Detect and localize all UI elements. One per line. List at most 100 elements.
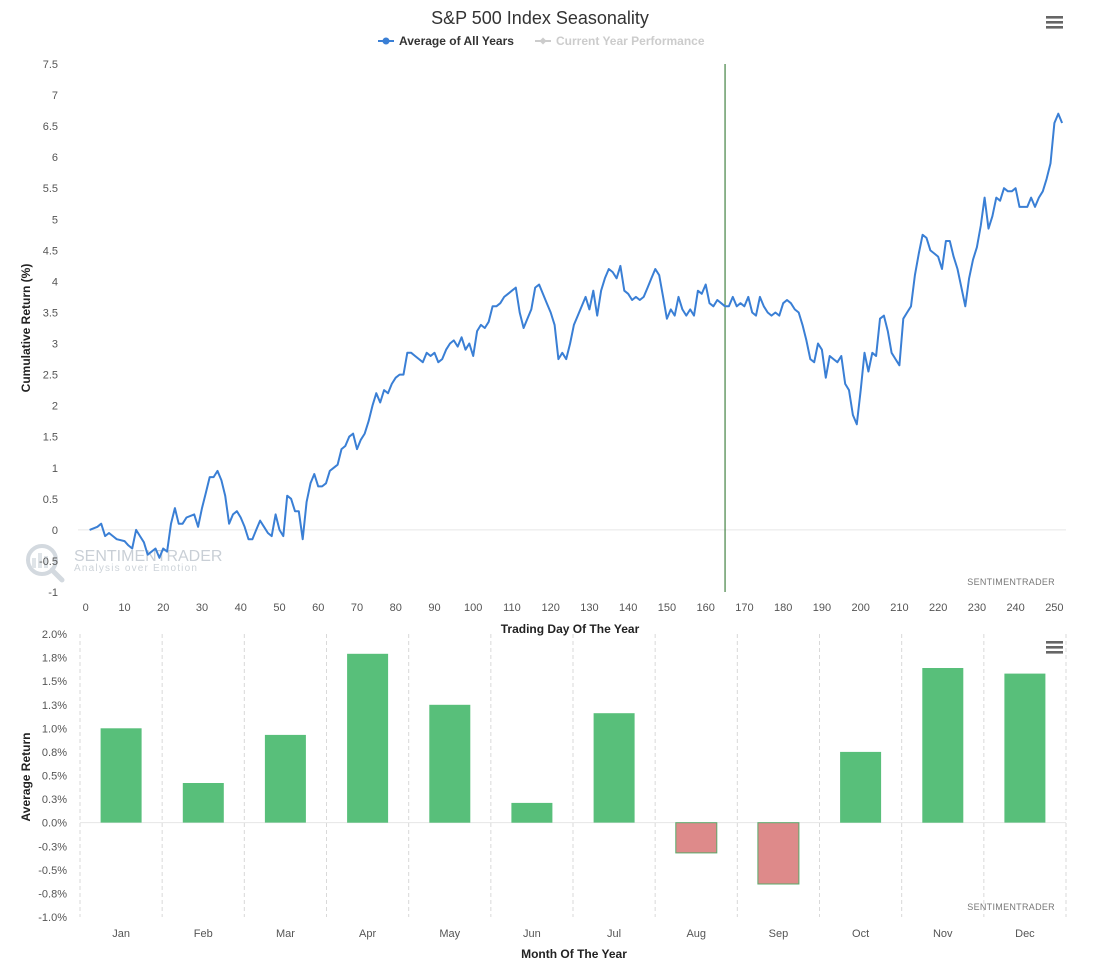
bar-jun[interactable] bbox=[511, 802, 553, 823]
y-tick-label: 1.0% bbox=[42, 723, 67, 735]
bar-aug[interactable] bbox=[675, 822, 718, 854]
y-tick-label: 1.3% bbox=[42, 700, 67, 712]
bar-oct[interactable] bbox=[840, 751, 882, 823]
legend-item-average[interactable]: Average of All Years bbox=[378, 34, 514, 48]
y-tick-label: 3 bbox=[52, 339, 58, 351]
y-tick-label: 1 bbox=[52, 463, 58, 475]
bottom-y-axis-title: Average Return bbox=[19, 733, 33, 822]
top-x-axis-title: Trading Day Of The Year bbox=[501, 622, 640, 636]
bar-dec[interactable] bbox=[1004, 673, 1046, 823]
watermark-name: SENTIMENTRADER bbox=[74, 548, 222, 565]
chart-title: S&P 500 Index Seasonality bbox=[431, 8, 649, 28]
month-label: Dec bbox=[1015, 928, 1035, 940]
month-label: Mar bbox=[276, 928, 295, 940]
x-tick-label: 140 bbox=[619, 602, 637, 614]
watermark-tagline: Analysis over Emotion bbox=[74, 563, 198, 574]
y-tick-label: 5.5 bbox=[43, 183, 58, 195]
month-label: Jul bbox=[607, 928, 621, 940]
sentimentrader-watermark: SENTIMENTRADER Analysis over Emotion bbox=[26, 544, 222, 583]
x-tick-label: 240 bbox=[1006, 602, 1024, 614]
y-tick-label: 4 bbox=[52, 276, 58, 288]
month-label: Apr bbox=[359, 928, 376, 940]
x-tick-label: 80 bbox=[390, 602, 402, 614]
y-tick-label: 1.5% bbox=[42, 676, 67, 688]
x-tick-label: 10 bbox=[118, 602, 130, 614]
month-label: Jan bbox=[112, 928, 130, 940]
month-label: Jun bbox=[523, 928, 541, 940]
y-tick-label: 5 bbox=[52, 214, 58, 226]
x-tick-label: 190 bbox=[813, 602, 831, 614]
bottom-x-axis-title: Month Of The Year bbox=[521, 947, 627, 961]
y-tick-label: 2 bbox=[52, 401, 58, 413]
y-tick-label: 0.5 bbox=[43, 494, 58, 506]
bar-chart-menu-icon[interactable] bbox=[1040, 636, 1070, 658]
x-tick-label: 170 bbox=[735, 602, 753, 614]
x-tick-label: 20 bbox=[157, 602, 169, 614]
x-tick-label: 250 bbox=[1045, 602, 1063, 614]
y-tick-label: -1 bbox=[48, 587, 58, 599]
y-tick-label: -0.5% bbox=[38, 865, 67, 877]
bar-may[interactable] bbox=[429, 704, 471, 823]
y-tick-label: 7.5 bbox=[43, 59, 58, 71]
magnifier-icon bbox=[26, 544, 58, 576]
legend-label-average: Average of All Years bbox=[399, 34, 514, 48]
y-tick-label: 2.0% bbox=[42, 629, 67, 641]
line-chart: S&P 500 Index Seasonality Average of All… bbox=[19, 8, 1070, 636]
bar-jan[interactable] bbox=[100, 728, 142, 823]
bottom-chart-credit: SENTIMENTRADER bbox=[967, 902, 1055, 912]
y-tick-label: -0.3% bbox=[38, 841, 67, 853]
bar-jul[interactable] bbox=[593, 713, 635, 823]
month-label: Aug bbox=[686, 928, 706, 940]
top-chart-credit: SENTIMENTRADER bbox=[967, 577, 1055, 587]
bar-feb[interactable] bbox=[182, 783, 224, 823]
y-tick-label: 2.5 bbox=[43, 370, 58, 382]
legend-marker-average bbox=[382, 37, 390, 45]
legend-item-current-year[interactable]: Current Year Performance bbox=[535, 34, 705, 48]
bottom-y-tick-labels: -1.0% -0.8% -0.5% -0.3% 0.0% 0.3% 0.5% 0.8% 1.0%… bbox=[38, 629, 67, 924]
month-label: Oct bbox=[852, 928, 869, 940]
y-tick-label: -0.5 bbox=[39, 556, 58, 568]
legend-marker-current bbox=[539, 37, 547, 45]
hamburger-menu-icon[interactable] bbox=[1040, 10, 1070, 34]
y-tick-label: 3.5 bbox=[43, 307, 58, 319]
x-tick-label: 50 bbox=[273, 602, 285, 614]
month-label: Sep bbox=[769, 928, 789, 940]
y-tick-label: 0.3% bbox=[42, 794, 67, 806]
x-tick-label: 70 bbox=[351, 602, 363, 614]
top-y-axis-title: Cumulative Return (%) bbox=[19, 264, 33, 393]
y-tick-label: 0.8% bbox=[42, 747, 67, 759]
bar-chart: -1.0% -0.8% -0.5% -0.3% 0.0% 0.3% 0.5% 0.8% 1.0%… bbox=[19, 629, 1070, 961]
month-label: Nov bbox=[933, 928, 953, 940]
bar-mar[interactable] bbox=[264, 734, 306, 823]
x-tick-label: 230 bbox=[968, 602, 986, 614]
x-tick-label: 110 bbox=[503, 602, 521, 614]
y-tick-label: 0.0% bbox=[42, 818, 67, 830]
y-tick-label: 0 bbox=[52, 525, 58, 537]
bar-nov[interactable] bbox=[922, 668, 964, 823]
top-y-tick-labels: -1 -0.5 0 0.5 1 1.5 2 2.5 3 3.5 4 4.5 5 5.5 6 6.5 7 7.5 bbox=[39, 59, 58, 599]
y-tick-label: 4.5 bbox=[43, 245, 58, 257]
x-tick-label: 160 bbox=[696, 602, 714, 614]
legend-label-current: Current Year Performance bbox=[556, 34, 705, 48]
x-tick-label: 130 bbox=[580, 602, 598, 614]
bottom-x-tick-labels: Jan Feb Mar Apr May Jun Jul Aug Sep Oct Nov Dec bbox=[112, 928, 1035, 940]
bottom-grid bbox=[79, 634, 1067, 917]
y-tick-label: 0.5% bbox=[42, 771, 67, 783]
x-tick-label: 120 bbox=[542, 602, 560, 614]
month-label: May bbox=[439, 928, 460, 940]
y-tick-label: -1.0% bbox=[38, 912, 67, 924]
y-tick-label: 1.5 bbox=[43, 432, 58, 444]
bar-sep[interactable] bbox=[757, 822, 800, 885]
x-tick-label: 200 bbox=[851, 602, 869, 614]
bar-apr[interactable] bbox=[347, 653, 389, 823]
x-tick-label: 100 bbox=[464, 602, 482, 614]
x-tick-label: 220 bbox=[929, 602, 947, 614]
month-label: Feb bbox=[194, 928, 213, 940]
x-tick-label: 210 bbox=[890, 602, 908, 614]
series-line-average[interactable] bbox=[89, 112, 1064, 559]
x-tick-label: 0 bbox=[83, 602, 89, 614]
x-tick-label: 180 bbox=[774, 602, 792, 614]
x-tick-label: 40 bbox=[235, 602, 247, 614]
x-tick-label: 90 bbox=[428, 602, 440, 614]
